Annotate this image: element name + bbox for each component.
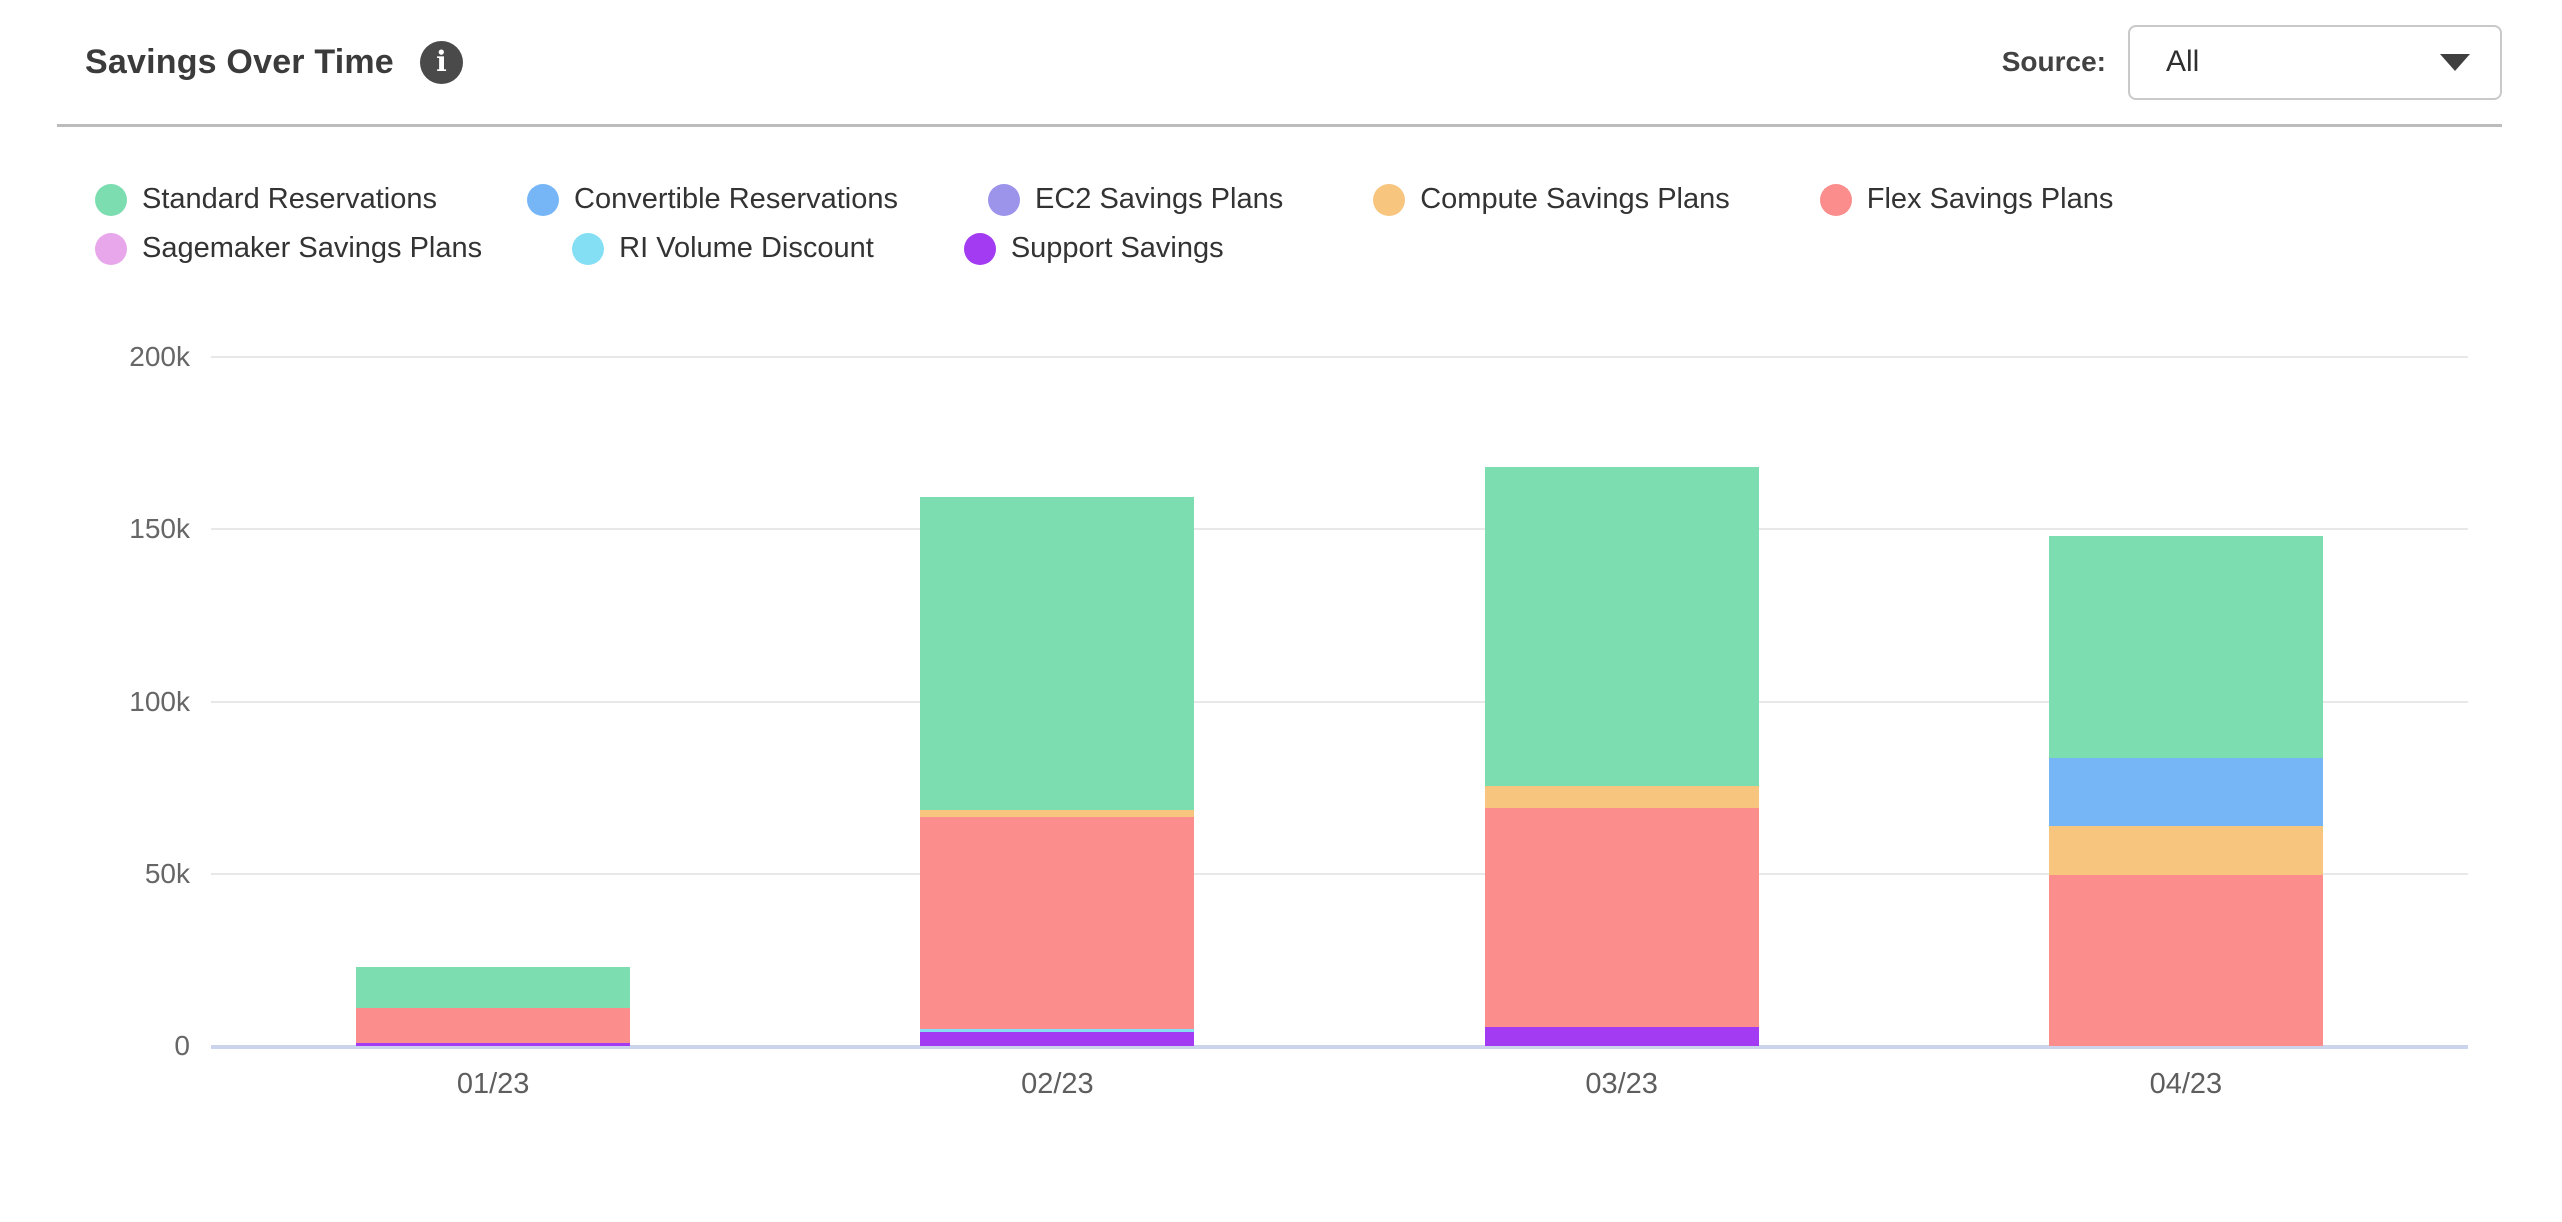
bar-segment-standard-reservations[interactable] bbox=[356, 966, 631, 1009]
bar-segment-standard-reservations[interactable] bbox=[1484, 467, 1759, 786]
legend-item-ec2-savings-plans[interactable]: EC2 Savings Plans bbox=[987, 183, 1284, 216]
title-wrap: Savings Over Time i bbox=[57, 40, 463, 84]
bar-segment-standard-reservations[interactable] bbox=[2048, 536, 2323, 759]
legend-label: Standard Reservations bbox=[142, 183, 437, 215]
legend-label: Flex Savings Plans bbox=[1866, 183, 2114, 215]
legend-item-flex-savings-plans[interactable]: Flex Savings Plans bbox=[1819, 183, 2114, 216]
y-axis-label: 50k bbox=[144, 857, 190, 889]
bar-segment-flex-savings-plans[interactable] bbox=[1484, 808, 1759, 1028]
bar-segment-flex-savings-plans[interactable] bbox=[356, 1008, 631, 1043]
legend-label: Convertible Reservations bbox=[574, 183, 898, 215]
y-axis-label: 200k bbox=[129, 341, 190, 372]
legend-dot-convertible-reservations bbox=[527, 183, 559, 216]
gridline-50k bbox=[211, 872, 2468, 875]
bar-segment-support-savings[interactable] bbox=[920, 1032, 1195, 1046]
bar-segment-support-savings[interactable] bbox=[356, 1042, 631, 1046]
gridline-200k bbox=[211, 356, 2468, 358]
plot-area bbox=[211, 357, 2468, 1046]
bar-segment-compute-savings-plans[interactable] bbox=[920, 810, 1195, 817]
legend-item-standard-reservations[interactable]: Standard Reservations bbox=[95, 183, 437, 216]
y-axis-label: 100k bbox=[129, 685, 190, 717]
source-wrap: Source: All bbox=[2001, 24, 2502, 100]
x-axis-label: 01/23 bbox=[456, 1068, 530, 1100]
bar-segment-convertible-reservations[interactable] bbox=[2048, 758, 2323, 826]
bar-group-01-23[interactable] bbox=[356, 966, 631, 1046]
legend-dot-ec2-savings-plans bbox=[987, 183, 1020, 216]
bar-group-03-23[interactable] bbox=[1484, 467, 1759, 1046]
bar-group-02-23[interactable] bbox=[920, 496, 1195, 1046]
source-dropdown[interactable]: All bbox=[2128, 24, 2502, 100]
gridline-100k bbox=[211, 700, 2468, 703]
legend-dot-sagemaker-savings-plans bbox=[95, 232, 127, 265]
legend-item-compute-savings-plans[interactable]: Compute Savings Plans bbox=[1373, 183, 1730, 216]
x-axis-line bbox=[211, 1045, 2468, 1049]
legend-label: EC2 Savings Plans bbox=[1034, 183, 1284, 215]
legend-label: RI Volume Discount bbox=[619, 232, 874, 264]
bar-segment-compute-savings-plans[interactable] bbox=[1484, 785, 1759, 809]
bar-segment-standard-reservations[interactable] bbox=[920, 496, 1195, 811]
legend-label: Sagemaker Savings Plans bbox=[142, 232, 483, 264]
legend-item-sagemaker-savings-plans[interactable]: Sagemaker Savings Plans bbox=[95, 232, 482, 265]
gridline-150k bbox=[211, 528, 2468, 531]
legend-label: Compute Savings Plans bbox=[1420, 183, 1730, 215]
info-icon-glyph: i bbox=[436, 45, 447, 78]
page-title: Savings Over Time bbox=[85, 42, 394, 81]
legend-item-support-savings[interactable]: Support Savings bbox=[963, 232, 1224, 265]
bar-group-04-23[interactable] bbox=[2048, 536, 2323, 1046]
x-axis-label: 02/23 bbox=[1021, 1068, 1094, 1100]
source-dropdown-value: All bbox=[2166, 45, 2200, 78]
legend-dot-standard-reservations bbox=[95, 183, 127, 216]
legend-item-convertible-reservations[interactable]: Convertible Reservations bbox=[527, 183, 898, 216]
chevron-down-icon bbox=[2440, 53, 2470, 71]
legend-dot-flex-savings-plans bbox=[1819, 183, 1852, 216]
panel-header: Savings Over Time i Source: All bbox=[57, 0, 2502, 127]
legend-dot-compute-savings-plans bbox=[1373, 183, 1406, 216]
legend-dot-ri-volume-discount bbox=[572, 232, 605, 265]
x-axis-label: 03/23 bbox=[1585, 1068, 1658, 1100]
source-label: Source: bbox=[2001, 46, 2106, 77]
bar-segment-flex-savings-plans[interactable] bbox=[920, 816, 1195, 1029]
bar-segment-flex-savings-plans[interactable] bbox=[2048, 875, 2323, 1046]
bar-segment-compute-savings-plans[interactable] bbox=[2048, 825, 2323, 876]
legend-dot-support-savings bbox=[963, 232, 996, 265]
x-axis-label: 04/23 bbox=[2149, 1068, 2223, 1100]
y-axis-label: 0 bbox=[174, 1030, 190, 1061]
info-icon[interactable]: i bbox=[419, 40, 463, 84]
y-axis-label: 150k bbox=[129, 513, 190, 545]
bar-segment-support-savings[interactable] bbox=[1484, 1027, 1759, 1046]
legend-item-ri-volume-discount[interactable]: RI Volume Discount bbox=[572, 232, 874, 265]
bar-segment-ri-volume-discount[interactable] bbox=[920, 1028, 1195, 1033]
savings-chart: 0 50k 100k 150k 200k 01/23 02/23 03/23 04/23 bbox=[0, 343, 2562, 1157]
chart-legend: Standard Reservations Convertible Reserva… bbox=[95, 183, 2225, 265]
legend-label: Support Savings bbox=[1010, 232, 1224, 264]
